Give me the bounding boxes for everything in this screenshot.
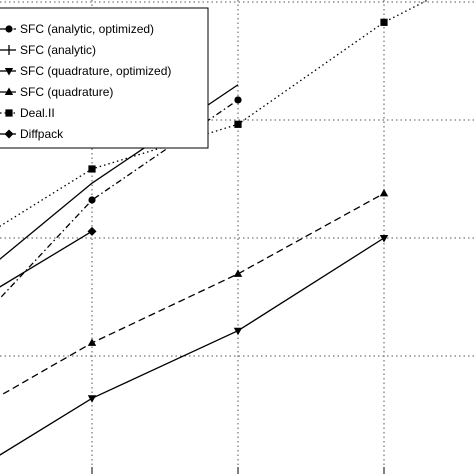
series-line [0, 192, 385, 397]
circle-marker [234, 96, 242, 104]
legend-label: SFC (analytic, optimized) [20, 22, 154, 36]
legend-label: Diffpack [20, 127, 64, 141]
series-line [0, 237, 385, 456]
series-5 [0, 226, 97, 288]
square-marker [380, 18, 388, 26]
legend-entry: Diffpack [0, 127, 64, 141]
square-marker [234, 120, 242, 128]
legend-label: SFC (quadrature, optimized) [20, 64, 171, 78]
triangle-up-marker [233, 269, 243, 277]
circle-marker [5, 25, 13, 33]
series-2 [0, 235, 389, 456]
diamond-marker [87, 226, 97, 236]
triangle-down-marker [4, 68, 14, 76]
legend: SFC (analytic, optimized) SFC (analytic) S… [0, 7, 209, 149]
legend-entry: SFC (analytic) [0, 43, 96, 57]
triangle-up-marker [379, 188, 389, 197]
series-line [0, 230, 93, 288]
series-4 [0, 0, 430, 227]
triangle-down-marker [233, 327, 243, 336]
legend-box [0, 7, 209, 149]
triangle-up-marker [87, 338, 97, 346]
triangle-up-marker [4, 87, 14, 95]
triangle-down-marker [379, 235, 389, 243]
circle-marker [88, 196, 96, 204]
square-marker [88, 165, 96, 173]
legend-entry: Deal.II [0, 106, 55, 120]
series-3 [0, 188, 389, 397]
legend-label: SFC (analytic) [20, 43, 96, 57]
diamond-marker [4, 129, 14, 139]
legend-entry: SFC (quadrature) [0, 85, 113, 99]
triangle-down-marker [87, 395, 97, 403]
legend-label: SFC (quadrature) [20, 85, 113, 99]
series-0 [0, 96, 242, 300]
square-marker [5, 109, 13, 117]
legend-entry: SFC (analytic, optimized) [0, 22, 154, 36]
legend-label: Deal.II [20, 106, 55, 120]
legend-entry: SFC (quadrature, optimized) [0, 64, 171, 78]
